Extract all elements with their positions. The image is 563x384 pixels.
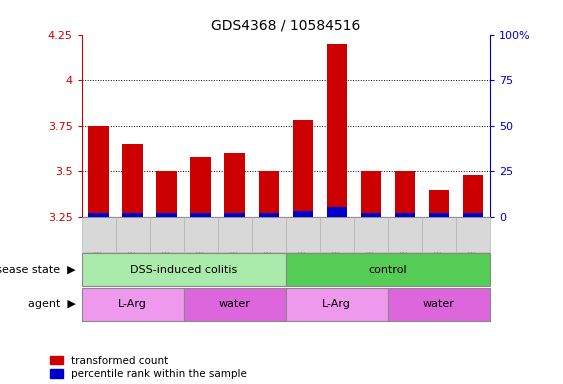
Bar bbox=[123, 214, 143, 217]
Bar bbox=[395, 171, 415, 217]
Bar bbox=[157, 171, 177, 217]
Bar bbox=[225, 214, 245, 217]
Bar bbox=[395, 214, 415, 217]
Text: DSS-induced colitis: DSS-induced colitis bbox=[130, 265, 237, 275]
Text: agent  ▶: agent ▶ bbox=[28, 299, 76, 310]
Legend: transformed count, percentile rank within the sample: transformed count, percentile rank withi… bbox=[50, 356, 247, 379]
Bar bbox=[360, 171, 381, 217]
Bar bbox=[190, 157, 211, 217]
Bar bbox=[258, 171, 279, 217]
Text: L-Arg: L-Arg bbox=[322, 299, 351, 310]
Bar bbox=[225, 153, 245, 217]
Text: disease state  ▶: disease state ▶ bbox=[0, 265, 76, 275]
Bar bbox=[428, 190, 449, 217]
Bar bbox=[88, 214, 109, 217]
Bar bbox=[88, 126, 109, 217]
Title: GDS4368 / 10584516: GDS4368 / 10584516 bbox=[211, 18, 360, 32]
Bar bbox=[157, 214, 177, 217]
Text: water: water bbox=[423, 299, 455, 310]
Text: L-Arg: L-Arg bbox=[118, 299, 147, 310]
Bar bbox=[360, 214, 381, 217]
Bar bbox=[463, 214, 483, 217]
Bar bbox=[428, 214, 449, 217]
Bar bbox=[293, 210, 313, 217]
Text: control: control bbox=[368, 265, 407, 275]
Text: water: water bbox=[219, 299, 251, 310]
Bar bbox=[123, 144, 143, 217]
Bar bbox=[463, 175, 483, 217]
Bar bbox=[327, 44, 347, 217]
Bar bbox=[293, 120, 313, 217]
Bar bbox=[190, 214, 211, 217]
Bar bbox=[258, 214, 279, 217]
Bar bbox=[327, 207, 347, 217]
